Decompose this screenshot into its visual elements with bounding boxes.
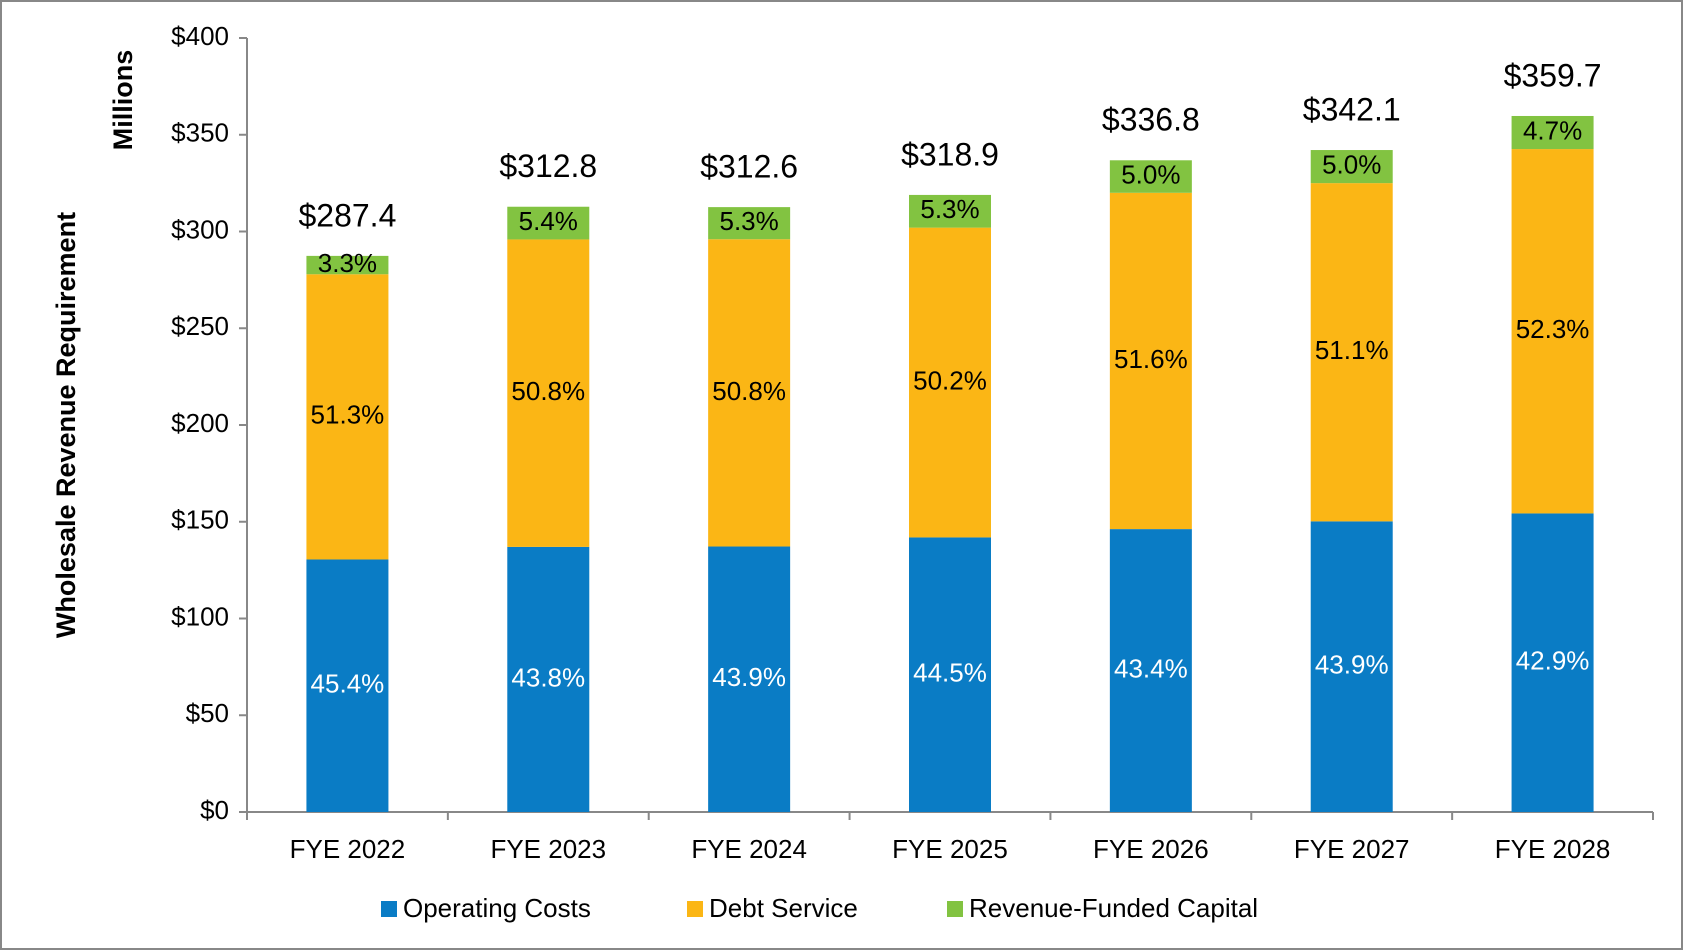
segment-label: 5.3%: [920, 194, 979, 224]
x-tick-label: FYE 2027: [1294, 834, 1410, 864]
segment-label: 44.5%: [913, 658, 987, 688]
segment-label: 3.3%: [318, 248, 377, 278]
segment-label: 51.3%: [311, 400, 385, 430]
legend-swatch: [381, 901, 397, 917]
legend-swatch: [947, 901, 963, 917]
segment-label: 50.8%: [511, 376, 585, 406]
bar-segment: [306, 559, 389, 812]
y-axis-title: Wholesale Revenue Requirement: [51, 212, 81, 638]
y-tick-label: $0: [200, 795, 229, 825]
segment-label: 50.2%: [913, 365, 987, 395]
y-unit-label: Millions: [108, 50, 138, 151]
bar-segment: [909, 194, 991, 228]
y-tick-label: $350: [171, 118, 229, 148]
total-label: $336.8: [1102, 102, 1200, 138]
legend-label: Operating Costs: [403, 893, 591, 923]
bar-segment: [507, 546, 590, 812]
total-label: $318.9: [901, 136, 999, 172]
bar-segment: [909, 227, 991, 538]
bar-segment: [1310, 521, 1393, 812]
bar-segment: [507, 206, 590, 240]
total-label: $342.1: [1303, 91, 1401, 127]
bar-segment: [708, 239, 791, 547]
x-tick-label: FYE 2028: [1495, 834, 1611, 864]
segment-label: 51.6%: [1114, 344, 1188, 374]
bar-segment: [708, 207, 791, 240]
x-tick-label: FYE 2025: [892, 834, 1008, 864]
bar-segment: [507, 239, 590, 547]
segment-label: 4.7%: [1523, 115, 1582, 145]
y-tick-label: $100: [171, 601, 229, 631]
y-tick-label: $400: [171, 21, 229, 51]
bar-segment: [306, 255, 389, 275]
bar-segment: [1310, 150, 1393, 184]
y-tick-label: $200: [171, 408, 229, 438]
total-label: $312.6: [700, 149, 798, 185]
segment-label: 43.9%: [1315, 650, 1389, 680]
bar-segment: [1511, 115, 1594, 150]
legend-label: Revenue-Funded Capital: [969, 893, 1258, 923]
x-tick-label: FYE 2022: [290, 834, 406, 864]
total-label: $287.4: [298, 197, 396, 233]
segment-label: 5.0%: [1121, 159, 1180, 189]
segment-label: 43.4%: [1114, 653, 1188, 683]
bar-segment: [708, 546, 791, 812]
bar-segment: [306, 274, 389, 560]
y-tick-label: $250: [171, 311, 229, 341]
segment-label: 50.8%: [712, 376, 786, 406]
y-tick-label: $150: [171, 505, 229, 535]
bar-segment: [1511, 149, 1594, 514]
segment-label: 43.8%: [511, 662, 585, 692]
bar-segment: [1109, 192, 1192, 530]
x-tick-label: FYE 2024: [691, 834, 807, 864]
bar-segment: [1511, 513, 1594, 812]
segment-label: 45.4%: [311, 669, 385, 699]
legend-label: Debt Service: [709, 893, 858, 923]
bar-segment: [1109, 529, 1192, 812]
total-label: $359.7: [1504, 57, 1602, 93]
segment-label: 52.3%: [1516, 314, 1590, 344]
segment-label: 5.4%: [519, 206, 578, 236]
segment-label: 51.1%: [1315, 335, 1389, 365]
bar-segment: [1109, 160, 1192, 193]
bar-segment: [1310, 183, 1393, 522]
segment-label: 42.9%: [1516, 646, 1590, 676]
segment-label: 5.3%: [720, 206, 779, 236]
total-label: $312.8: [499, 148, 597, 184]
y-tick-label: $50: [186, 698, 229, 728]
segment-label: 43.9%: [712, 662, 786, 692]
x-tick-label: FYE 2026: [1093, 834, 1209, 864]
bar-segment: [909, 537, 991, 812]
x-tick-label: FYE 2023: [490, 834, 606, 864]
y-tick-label: $300: [171, 214, 229, 244]
segment-label: 5.0%: [1322, 149, 1381, 179]
legend-swatch: [687, 901, 703, 917]
